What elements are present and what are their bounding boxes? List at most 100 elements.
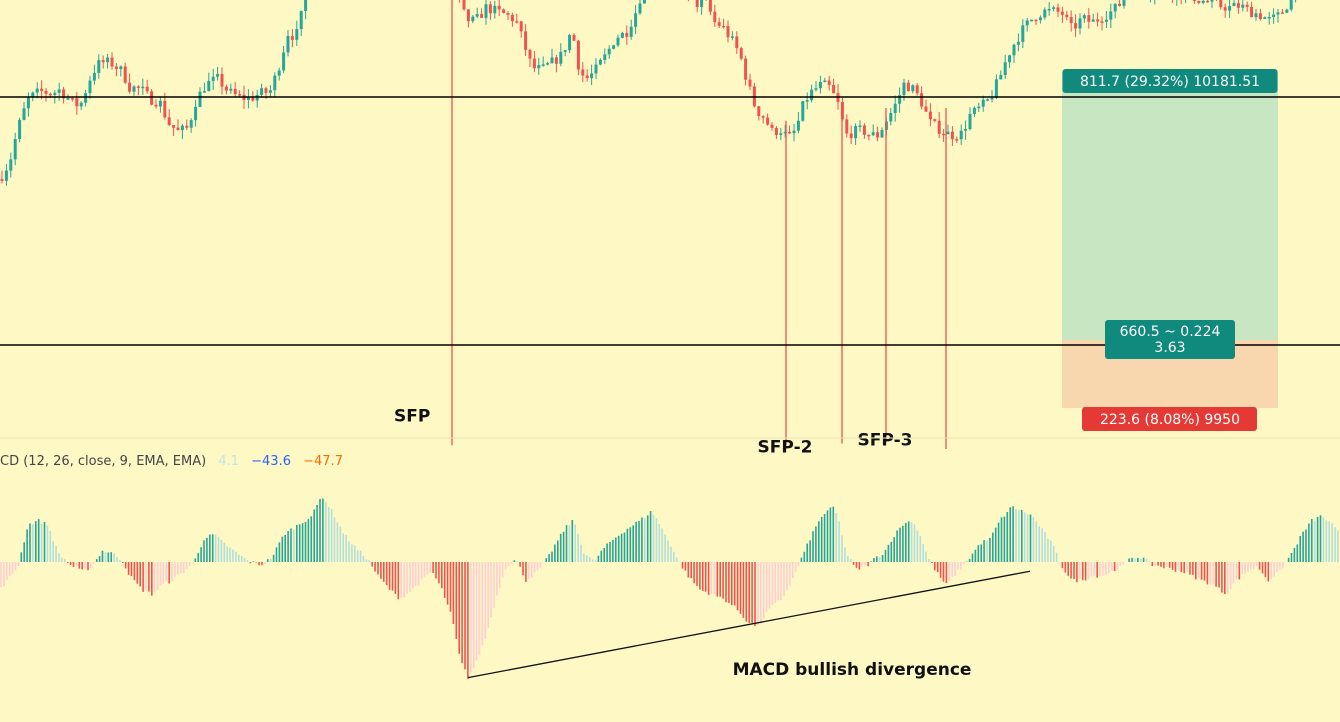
- candle-body: [959, 130, 963, 140]
- candle-body: [585, 75, 589, 79]
- candle-body: [871, 132, 875, 136]
- candle-body: [1052, 7, 1056, 9]
- risk-reward-badge: [1105, 320, 1235, 359]
- candle-body: [497, 5, 501, 10]
- candle-body: [13, 139, 17, 160]
- candle-body: [4, 170, 8, 181]
- candle-body: [114, 66, 118, 70]
- candle-body: [502, 9, 506, 13]
- macd-legend[interactable]: CD (12, 26, close, 9, EMA, EMA) 4.1 −43.…: [0, 454, 343, 469]
- candle-body: [18, 119, 22, 140]
- candle-body: [625, 32, 629, 37]
- candle-body: [634, 13, 638, 27]
- candle-body: [999, 74, 1003, 80]
- candle-body: [726, 25, 730, 38]
- candle-body: [788, 131, 792, 134]
- candle-body: [176, 127, 180, 131]
- candle-body: [462, 0, 466, 10]
- candle-body: [915, 85, 919, 94]
- candle-body: [1003, 62, 1007, 75]
- profit-zone[interactable]: [1062, 72, 1278, 340]
- candle-body: [708, 0, 712, 12]
- candle-body: [1228, 6, 1232, 11]
- price-pane[interactable]: 811.7 (29.32%) 10181.51 660.5 ~ 0.2243.63…: [0, 0, 1340, 458]
- candle-body: [713, 11, 717, 23]
- candle-body: [541, 64, 545, 66]
- candle-body: [229, 88, 233, 91]
- candle-body: [1197, 0, 1201, 3]
- candle-body: [97, 60, 101, 73]
- candle-body: [515, 21, 519, 23]
- candle-body: [1087, 15, 1091, 22]
- candle-body: [9, 159, 13, 171]
- candle-body: [1025, 20, 1029, 26]
- candle-body: [1038, 17, 1042, 21]
- candle-body: [700, 0, 704, 7]
- candle-body: [79, 102, 83, 107]
- candle-body: [110, 57, 114, 67]
- candle-body: [695, 0, 699, 7]
- candle-body: [559, 51, 563, 64]
- candle-body: [730, 36, 734, 38]
- candle-body: [123, 66, 127, 83]
- target-label: 811.7 (29.32%) 10181.51: [1080, 74, 1260, 90]
- candle-body: [986, 99, 990, 101]
- macd-legend-name: CD (12, 26, close, 9, EMA, EMA): [0, 454, 206, 469]
- candle-body: [207, 80, 211, 92]
- candle-body: [1109, 11, 1113, 20]
- candle-body: [1206, 0, 1210, 3]
- candle-body: [506, 12, 510, 15]
- candlestick-series: [0, 0, 1297, 449]
- candle-body: [211, 76, 215, 81]
- candle-body: [770, 124, 774, 128]
- candle-body: [1082, 15, 1086, 19]
- candle-body: [145, 86, 149, 92]
- candle-body: [537, 65, 541, 69]
- candle-body: [167, 117, 171, 126]
- candle-body: [26, 96, 30, 109]
- candle-body: [1008, 55, 1012, 63]
- candle-body: [620, 32, 624, 38]
- candle-body: [1096, 19, 1100, 22]
- candle-body: [832, 84, 836, 94]
- candle-body: [304, 0, 308, 11]
- candle-body: [172, 125, 176, 128]
- candle-body: [757, 106, 761, 117]
- candle-body: [101, 60, 105, 63]
- candle-body: [638, 3, 642, 14]
- candle-body: [1074, 23, 1078, 29]
- candle-body: [484, 4, 488, 18]
- macd-pane[interactable]: CD (12, 26, close, 9, EMA, EMA) 4.1 −43.…: [0, 454, 1339, 680]
- candle-body: [519, 21, 523, 32]
- candle-body: [761, 116, 765, 118]
- candle-body: [1118, 3, 1122, 6]
- candle-body: [1192, 0, 1196, 1]
- candle-body: [612, 45, 616, 49]
- candle-body: [1034, 19, 1038, 22]
- candle-body: [946, 131, 950, 135]
- candle-body: [810, 89, 814, 101]
- candle-body: [233, 88, 237, 95]
- candle-body: [563, 50, 567, 52]
- target-badge: [1062, 69, 1278, 93]
- candle-body: [106, 57, 110, 63]
- candle-body: [238, 94, 242, 96]
- candle-body: [84, 93, 88, 103]
- candle-body: [524, 31, 528, 50]
- candle-body: [528, 49, 532, 59]
- candle-body: [1250, 6, 1254, 18]
- candle-body: [40, 88, 44, 91]
- candle-body: [31, 92, 35, 97]
- macd-legend-value-1: 4.1: [218, 454, 239, 469]
- candle-body: [48, 93, 52, 96]
- candle-body: [44, 90, 48, 94]
- candle-body: [889, 113, 893, 122]
- candle-body: [735, 36, 739, 49]
- candle-body: [1219, 0, 1223, 8]
- candle-body: [924, 106, 928, 112]
- long-position-zone[interactable]: [1062, 72, 1278, 408]
- candle-body: [607, 48, 611, 55]
- candle-body: [928, 111, 932, 120]
- candle-body: [594, 64, 598, 74]
